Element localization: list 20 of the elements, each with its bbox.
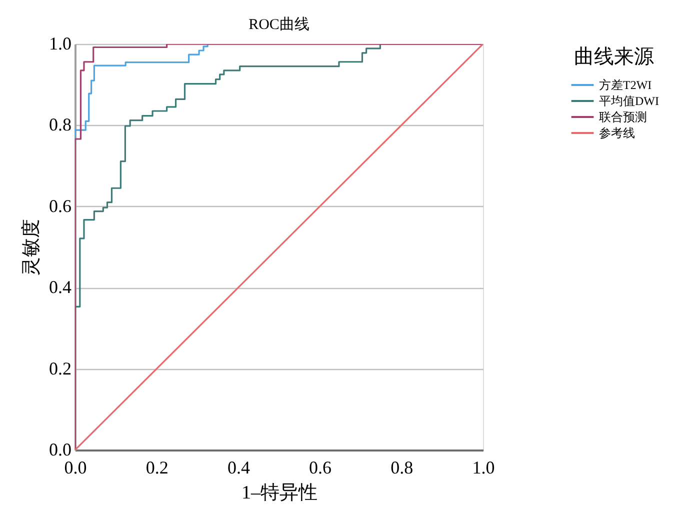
legend-label: 联合预测 — [599, 110, 647, 124]
x-tick-label: 0.0 — [64, 458, 87, 478]
legend-label: 参考线 — [599, 126, 635, 140]
y-tick-label: 1.0 — [49, 34, 72, 54]
y-tick-label: 0.6 — [49, 196, 72, 216]
y-tick-label: 0.2 — [49, 358, 72, 378]
x-tick-label: 0.8 — [390, 458, 414, 478]
chart-title: ROC曲线 — [248, 16, 310, 33]
x-tick-label: 0.6 — [309, 458, 332, 478]
y-tick-label: 0.8 — [49, 114, 72, 135]
x-tick-label: 1.0 — [472, 458, 495, 478]
x-axis-title: 1–特异性 — [242, 482, 318, 504]
y-tick-label: 0.0 — [49, 440, 72, 460]
legend-label: 平均值DWI — [599, 94, 659, 108]
y-axis-title: 灵敏度 — [20, 219, 42, 276]
y-tick-label: 0.4 — [49, 277, 72, 298]
legend-title: 曲线来源 — [574, 46, 654, 68]
x-tick-label: 0.2 — [146, 458, 168, 478]
x-tick-label: 0.4 — [227, 458, 250, 478]
legend-label: 方差T2WI — [599, 78, 652, 92]
